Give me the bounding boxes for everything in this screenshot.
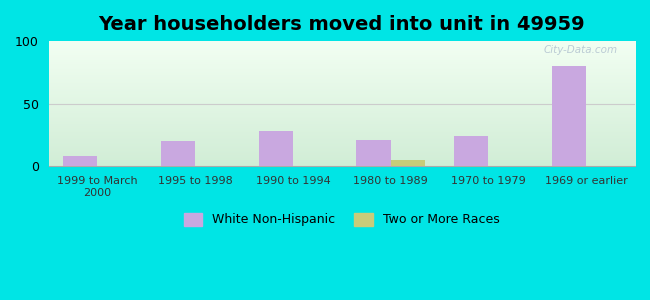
Bar: [259, 131, 293, 167]
Text: City-Data.com: City-Data.com: [543, 45, 618, 55]
Title: Year householders moved into unit in 49959: Year householders moved into unit in 499…: [99, 15, 585, 34]
Bar: [454, 136, 488, 166]
Bar: [552, 66, 586, 166]
Bar: [63, 156, 98, 167]
Bar: [161, 141, 195, 166]
Legend: White Non-Hispanic, Two or More Races: White Non-Hispanic, Two or More Races: [179, 208, 505, 231]
Bar: [391, 160, 425, 167]
Bar: [356, 140, 391, 166]
